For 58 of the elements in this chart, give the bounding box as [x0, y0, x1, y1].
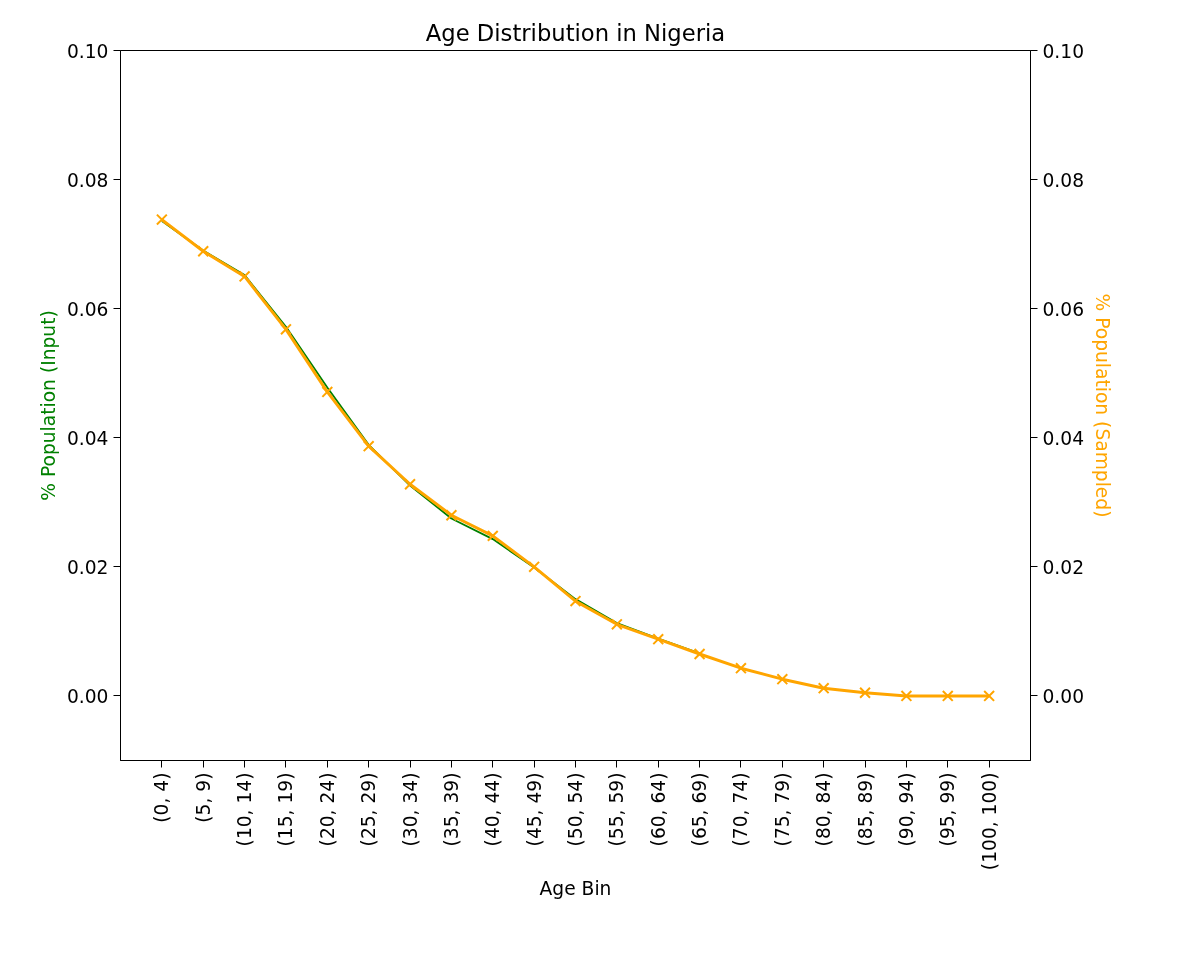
x-tick-label: (85, 89): [854, 772, 876, 847]
point: [859, 686, 871, 699]
x-tick-label: (35, 39): [440, 772, 462, 847]
point: [569, 595, 582, 608]
point: [445, 509, 458, 522]
y-tick-label: 0.06: [66, 298, 109, 320]
y2-tick-label: 0.08: [1042, 169, 1085, 191]
x-tick-label: (5, 9): [192, 772, 214, 823]
x-tick-label: (40, 44): [482, 772, 504, 847]
y2-tick-label: 0.00: [1042, 685, 1085, 707]
y-axis-title: % Population (Input): [37, 310, 59, 501]
x-tick-label: (20, 24): [316, 772, 338, 847]
point: [817, 682, 830, 695]
point: [652, 633, 665, 646]
x-tick-label: (95, 99): [937, 772, 959, 847]
y-tick-label: 0.10: [66, 40, 109, 62]
x-tick-label: (0, 4): [151, 772, 173, 823]
point: [610, 618, 623, 631]
x-tick-label: (65, 69): [689, 772, 711, 847]
y-tick-label: 0.00: [66, 685, 109, 707]
point: [693, 648, 706, 660]
x-tick-label: (30, 34): [399, 772, 421, 847]
x-tick-label: (90, 94): [895, 772, 917, 847]
point: [404, 478, 416, 491]
x-tick-label: (10, 14): [234, 772, 256, 847]
point: [155, 213, 168, 226]
point: [362, 440, 375, 453]
point: [321, 386, 334, 398]
y2-tick-label: 0.04: [1042, 427, 1085, 449]
point: [486, 529, 499, 542]
x-tick-label: (75, 79): [771, 772, 793, 847]
chart-title: Age Distribution in Nigeria: [425, 19, 726, 46]
x-tick-label: (100, 100): [978, 772, 1000, 871]
x-tick-label: (50, 54): [565, 772, 586, 847]
x-tick-label: (70, 74): [730, 772, 752, 847]
x-tick-label: (15, 19): [275, 772, 297, 847]
x-tick-label: (55, 59): [606, 772, 628, 847]
y2-axis-title: % Population (Sampled): [1092, 293, 1114, 518]
x-tick-label: (60, 64): [647, 772, 669, 847]
x-tick-label: (25, 29): [358, 772, 380, 847]
point: [735, 662, 747, 675]
y2-tick-label: 0.10: [1042, 40, 1085, 62]
x-tick-label: (80, 84): [813, 772, 835, 847]
point: [776, 673, 789, 686]
y-tick-label: 0.04: [66, 427, 109, 449]
point: [900, 690, 913, 702]
point: [280, 323, 292, 336]
x-axis-title: Age Bin: [539, 878, 612, 900]
y2-tick-label: 0.02: [1042, 556, 1085, 578]
point: [197, 245, 210, 258]
point: [528, 560, 541, 573]
y-tick-label: 0.02: [66, 556, 109, 578]
point: [983, 690, 996, 702]
point: [238, 270, 251, 283]
x-tick-label: (45, 49): [523, 772, 545, 847]
y-tick-label: 0.08: [66, 169, 109, 191]
y2-tick-label: 0.06: [1042, 298, 1085, 320]
point: [941, 690, 954, 702]
